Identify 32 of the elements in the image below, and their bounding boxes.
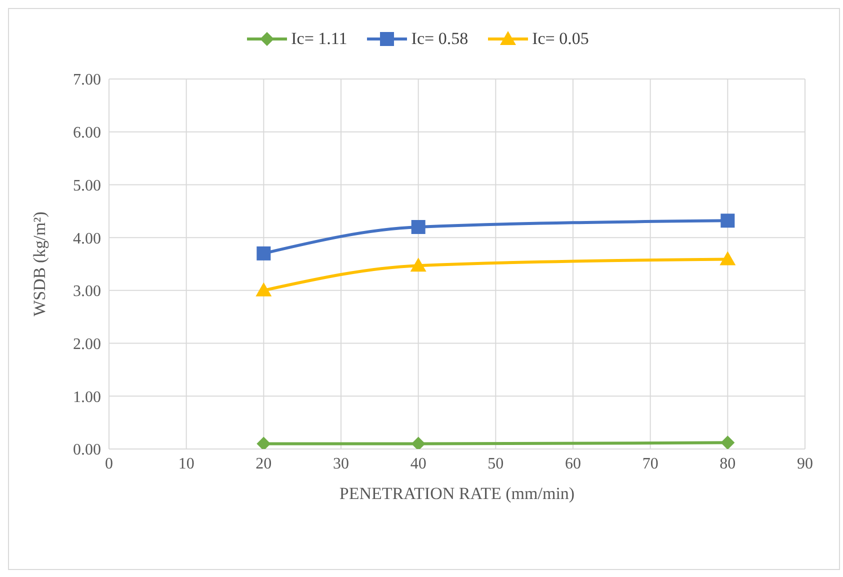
y-tick-label: 5.00: [73, 177, 101, 194]
x-tick-label: 40: [410, 455, 426, 472]
point: [410, 258, 426, 272]
y-tick-label: 2.00: [73, 336, 101, 353]
y-tick-label: 4.00: [73, 230, 101, 248]
point: [256, 282, 272, 296]
legend-label: Ic= 0.58: [410, 29, 468, 49]
x-tick-label: 70: [642, 455, 658, 472]
y-tick-label: 3.00: [73, 283, 101, 300]
x-tick-label: 50: [488, 455, 504, 472]
point: [256, 246, 271, 260]
y-axis-title: WSDB (kg/m²): [30, 212, 50, 316]
legend-label: Ic= 1.11: [290, 29, 348, 49]
y-tick-label: 6.00: [73, 124, 101, 142]
point: [720, 251, 736, 266]
x-tick-label: 20: [256, 455, 272, 472]
y-tick-label: 7.00: [73, 72, 101, 89]
x-tick-label: 60: [565, 455, 581, 472]
point: [720, 214, 735, 228]
x-tick-label: 0: [105, 455, 113, 472]
point: [720, 436, 735, 449]
y-tick-label: 0.00: [73, 442, 101, 459]
point: [411, 436, 426, 449]
legend-label: Ic= 0.05: [531, 29, 589, 49]
x-tick-label: 10: [178, 455, 194, 472]
x-tick-label: 80: [720, 455, 736, 472]
x-tick-label: 30: [333, 455, 349, 472]
point: [256, 436, 271, 449]
y-tick-label: 1.00: [73, 388, 101, 406]
x-tick-label: 90: [797, 455, 813, 472]
point: [411, 220, 426, 234]
x-axis-title: PENETRATION RATE (mm/min): [339, 484, 575, 503]
